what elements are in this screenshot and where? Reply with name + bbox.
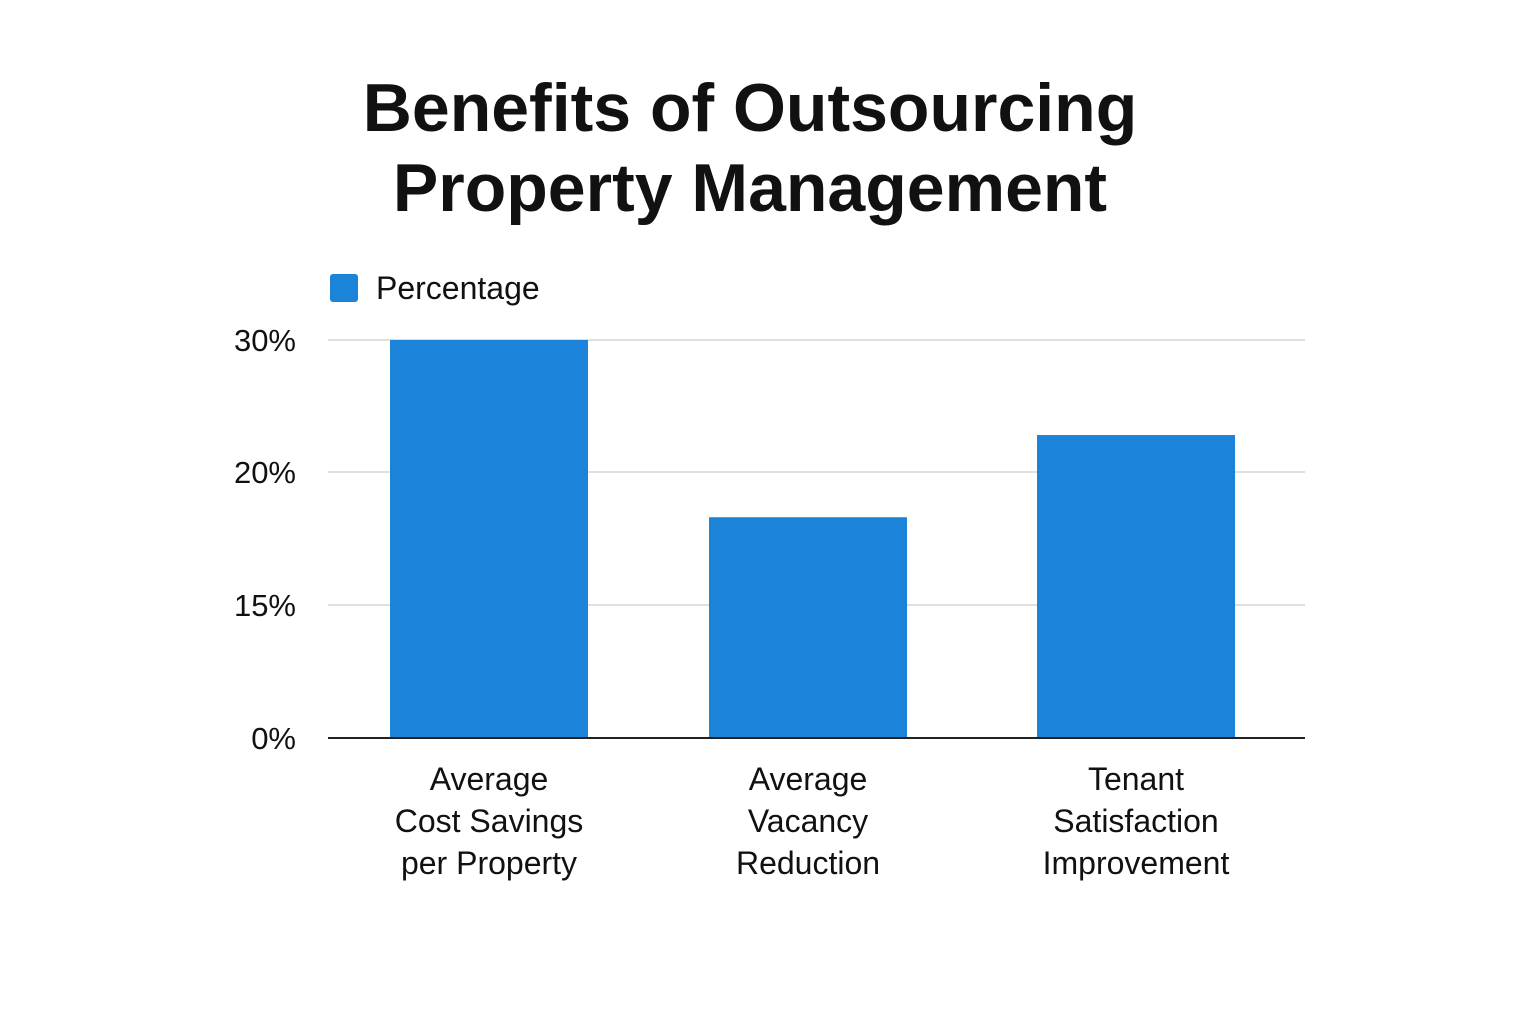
y-tick-label-2: 15% [234,588,296,623]
y-tick-label-0: 30% [234,323,296,358]
bar-2 [1037,435,1235,738]
x-tick-label-2: Tenant Satisfaction Improvement [1043,761,1230,881]
chart-title: Benefits of Outsourcing Property Managem… [300,68,1200,228]
x-tick-label-0: Average Cost Savings per Property [395,761,584,881]
y-tick-label-1: 20% [234,455,296,490]
legend-label-percentage: Percentage [376,269,540,306]
legend-swatch-percentage [330,274,358,302]
x-tick-label-1: Average Vacancy Reduction [736,761,880,881]
chart-title-line-1: Benefits of Outsourcing [362,70,1138,146]
bar-0 [390,340,588,738]
chart-title-line-2: Property Management [392,150,1108,226]
bar-1 [709,517,907,738]
legend: Percentage [330,270,540,306]
y-tick-label-3: 0% [251,721,296,756]
